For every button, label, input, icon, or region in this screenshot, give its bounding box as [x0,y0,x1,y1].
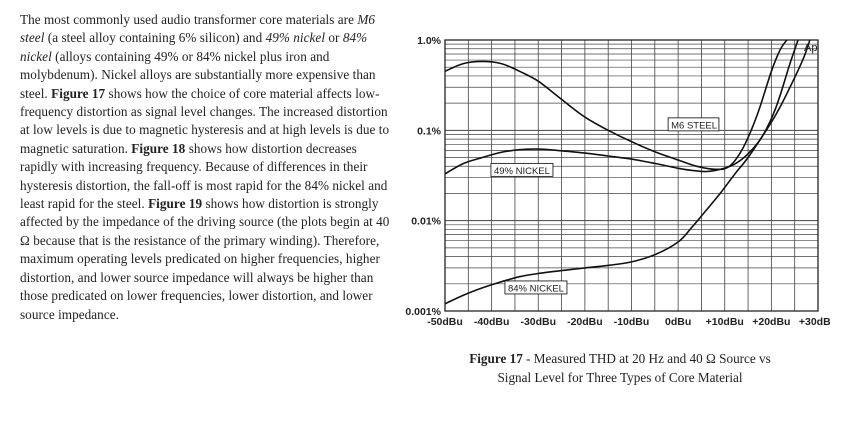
x-tick-label: -40dBu [474,316,510,328]
caption-line-2: Signal Level for Three Types of Core Mat… [497,370,743,385]
x-tick-label: -10dBu [614,316,650,328]
body-text-segment: Figure 17 [51,85,106,101]
thd-chart: 0.001% 0.01% 0.1% 1.0% -50dBu -40dBu -30dBu -20… [405,35,830,328]
caption-label: Figure 17 [469,351,523,366]
x-tick-label: -30dBu [520,316,556,328]
body-text-segment: (alloys containing 49% or 84% nickel plu… [20,48,376,101]
series-line-1 [445,40,788,171]
x-tick-label: 0dBu [665,316,691,328]
body-text-segment: Figure 18 [131,140,186,156]
body-text-segment: 49% nickel [265,30,326,46]
x-tick-label: +20dBu [752,316,790,328]
body-text-segment: The most commonly used audio transformer… [20,12,358,27]
series-label-box [667,117,720,132]
plot-frame [444,39,819,312]
x-tick-label: -20dBu [567,316,603,328]
body-text-segment: shows how the choice of core material af… [20,85,390,156]
body-paragraph: The most commonly used audio transformer… [20,11,396,324]
series-line-2 [445,40,799,175]
body-text-segment: 84% nickel [20,30,368,64]
body-text-segment: M6 steel [20,12,376,46]
series-line-3 [445,40,811,305]
body-text-segment: or [325,30,343,46]
series-label-box [504,280,568,295]
y-tick-label: 0.001% [405,306,441,318]
body-text-segment: Figure 19 [148,196,203,212]
series-label: 84% NICKEL [508,283,564,294]
figure-caption: Figure 17 - Measured THD at 20 Hz and 40… [420,349,820,387]
y-tick-label: 0.01% [411,216,441,228]
x-tick-label: +10dBu [706,316,744,328]
series-label: 49% NICKEL [494,166,550,177]
x-tick-label: +30dBu [799,316,830,328]
series-label-box [490,162,554,177]
x-tick-label: -50dBu [427,316,463,328]
body-text-segment: shows how distortion decreases rapidly w… [20,140,388,212]
series-label: M6 STEEL [671,120,717,131]
caption-line-1: Figure 17 - Measured THD at 20 Hz and 40… [420,349,820,368]
y-tick-label: 0.1% [417,125,442,137]
body-text-segment: shows how distortion is strongly affecte… [20,196,390,322]
caption-line1-text: - Measured THD at 20 Hz and 40 Ω Source … [522,351,771,366]
body-text-segment: (a steel alloy containing 6% silicon) an… [44,30,266,46]
ap-corner-label: Ap [804,42,817,54]
y-tick-label: 1.0% [417,35,442,47]
